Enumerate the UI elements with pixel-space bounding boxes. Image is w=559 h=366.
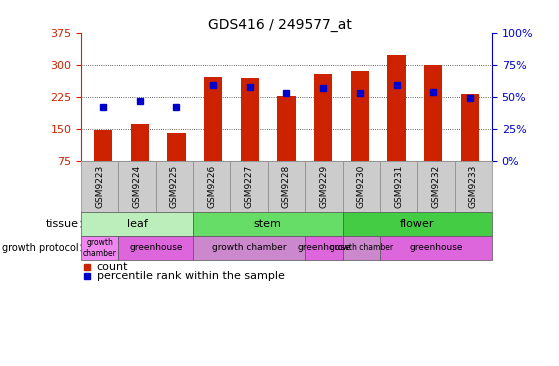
Text: GSM9227: GSM9227 [245,165,254,208]
Bar [277,96,296,161]
Bar [350,71,369,161]
Bar [204,77,222,161]
Bar [131,124,149,161]
Text: GSM9228: GSM9228 [282,165,291,208]
Text: growth chamber: growth chamber [330,243,393,253]
Text: percentile rank within the sample: percentile rank within the sample [97,271,285,281]
Text: GSM9224: GSM9224 [132,165,141,208]
Text: GSM9229: GSM9229 [319,165,328,208]
Text: count: count [97,262,128,272]
Text: greenhouse: greenhouse [129,243,182,253]
Text: GDS416 / 249577_at: GDS416 / 249577_at [207,18,352,32]
Text: leaf: leaf [127,219,148,229]
Text: growth
chamber: growth chamber [83,238,117,258]
Text: growth protocol: growth protocol [2,243,78,253]
Text: tissue: tissue [45,219,78,229]
Text: greenhouse: greenhouse [297,243,350,253]
Bar [240,78,259,161]
Bar [314,74,333,161]
Bar [387,55,406,161]
Text: GSM9232: GSM9232 [432,165,440,208]
Text: GSM9230: GSM9230 [357,165,366,208]
Text: GSM9225: GSM9225 [170,165,179,208]
Text: stem: stem [254,219,282,229]
Bar [461,94,479,161]
Text: growth chamber: growth chamber [212,243,286,253]
Bar [424,66,442,161]
Bar [94,130,112,161]
Text: GSM9231: GSM9231 [394,165,403,208]
Bar [167,133,186,161]
Text: greenhouse: greenhouse [409,243,463,253]
Text: GSM9233: GSM9233 [469,165,478,208]
Text: GSM9223: GSM9223 [95,165,104,208]
Text: flower: flower [400,219,434,229]
Text: GSM9226: GSM9226 [207,165,216,208]
